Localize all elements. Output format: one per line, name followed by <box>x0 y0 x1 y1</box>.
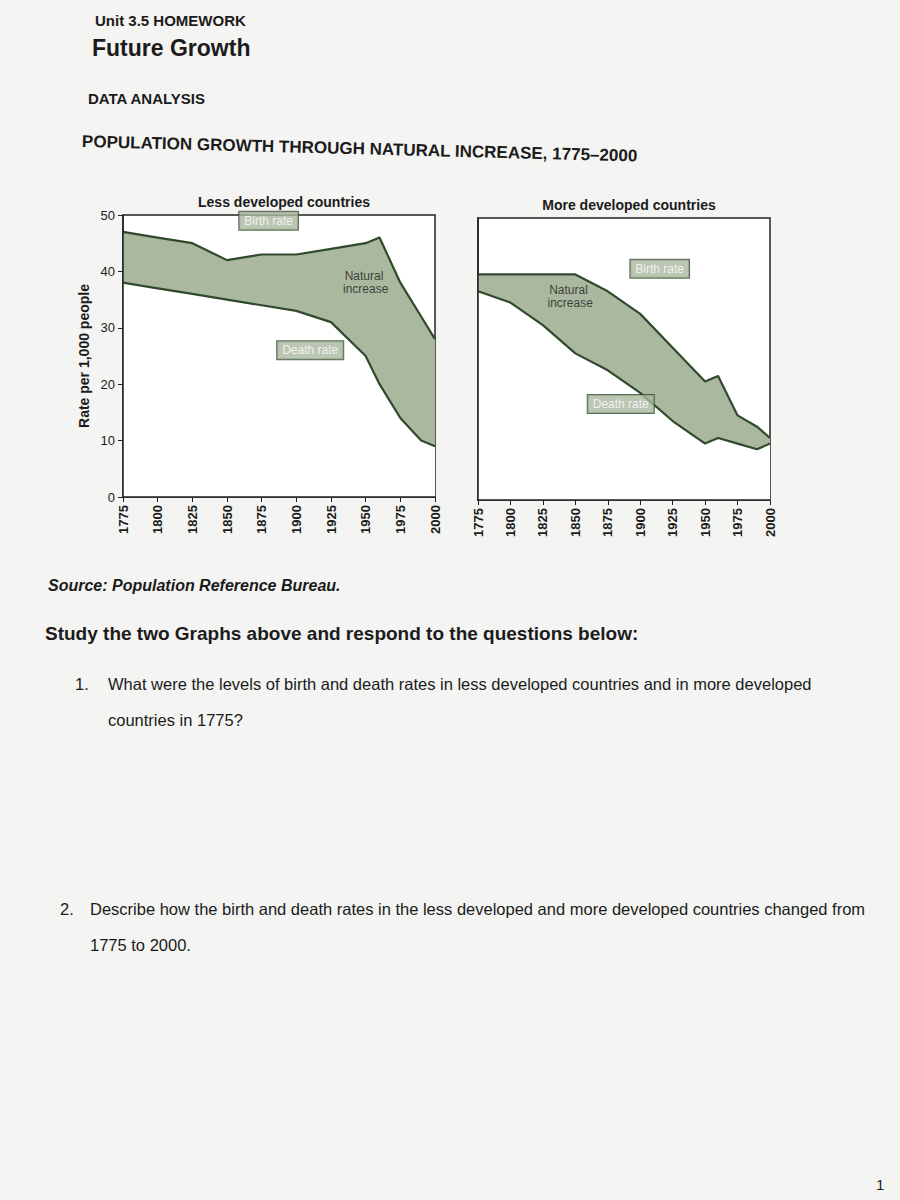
svg-text:1825: 1825 <box>185 505 200 534</box>
svg-text:10: 10 <box>101 433 115 448</box>
svg-text:Death rate: Death rate <box>593 397 649 411</box>
svg-text:0: 0 <box>108 490 115 505</box>
svg-text:increase: increase <box>547 296 593 310</box>
html-text:1: 1 <box>876 1176 885 1193</box>
svg-text:20: 20 <box>101 377 115 392</box>
svg-text:1850: 1850 <box>568 508 583 537</box>
svg-text:1800: 1800 <box>150 505 165 534</box>
svg-text:Rate per 1,000 people: Rate per 1,000 people <box>76 284 92 428</box>
svg-text:1775: 1775 <box>471 508 486 537</box>
svg-text:1950: 1950 <box>698 508 713 537</box>
svg-text:1775: 1775 <box>116 505 131 534</box>
svg-text:Natural: Natural <box>345 269 387 283</box>
svg-text:Birth rate: Birth rate <box>244 214 293 228</box>
svg-text:Less developed countries: Less developed countries <box>198 194 370 210</box>
html-text:Future Growth: Future Growth <box>92 35 251 61</box>
svg-text:1950: 1950 <box>358 505 373 534</box>
svg-text:1825: 1825 <box>535 508 550 537</box>
svg-text:Birth rate: Birth rate <box>635 262 684 276</box>
svg-text:increase: increase <box>343 282 389 296</box>
html-text:DATA ANALYSIS: DATA ANALYSIS <box>88 90 205 107</box>
svg-text:1800: 1800 <box>503 508 518 537</box>
svg-text:1925: 1925 <box>324 505 339 534</box>
html-text:Describe how the birth and dea: Describe how the birth and death rates i… <box>90 900 866 954</box>
svg-text:Death rate: Death rate <box>282 343 338 357</box>
svg-text:1850: 1850 <box>220 505 235 534</box>
svg-text:2000: 2000 <box>763 508 778 537</box>
html-text:POPULATION GROWTH THROUGH NATU: POPULATION GROWTH THROUGH NATURAL INCREA… <box>81 132 638 166</box>
svg-text:30: 30 <box>101 320 115 335</box>
svg-text:1875: 1875 <box>600 508 615 537</box>
svg-text:1900: 1900 <box>633 508 648 537</box>
svg-text:50: 50 <box>101 208 115 223</box>
html-text:What were the levels of birth: What were the levels of birth and death … <box>108 675 812 729</box>
svg-text:1975: 1975 <box>730 508 745 537</box>
svg-text:Natural: Natural <box>549 283 591 297</box>
svg-text:More developed countries: More developed countries <box>542 197 716 213</box>
svg-text:40: 40 <box>101 264 115 279</box>
svg-text:1975: 1975 <box>393 505 408 534</box>
html-text:2.: 2. <box>60 900 74 918</box>
svg-text:2000: 2000 <box>428 505 443 534</box>
html-text:1.: 1. <box>75 675 89 693</box>
svg-text:1875: 1875 <box>254 505 269 534</box>
html-text:Study the two Graphs above and: Study the two Graphs above and respond t… <box>45 623 639 644</box>
svg-text:1900: 1900 <box>289 505 304 534</box>
html-text:Source: Population Reference B: Source: Population Reference Bureau. <box>48 577 341 594</box>
svg-text:1925: 1925 <box>665 508 680 537</box>
html-text:Unit 3.5 HOMEWORK: Unit 3.5 HOMEWORK <box>95 12 246 29</box>
